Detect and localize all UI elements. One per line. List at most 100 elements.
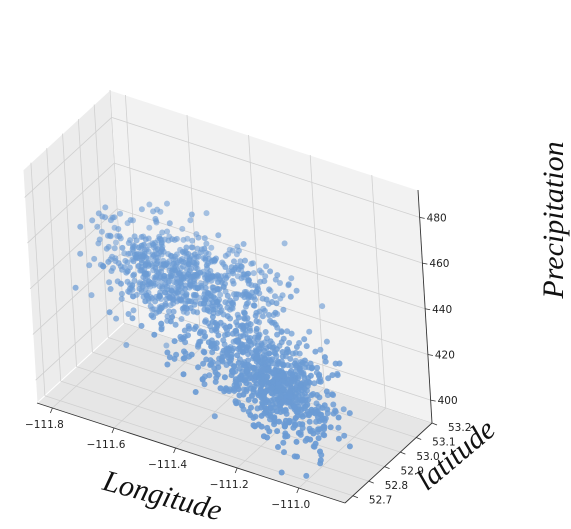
data-point (248, 404, 254, 411)
data-point (168, 287, 175, 294)
data-point (96, 236, 103, 243)
y-tick-label: 53.0 (416, 451, 439, 463)
data-point (241, 362, 248, 369)
data-point (77, 223, 84, 230)
data-point (293, 344, 300, 350)
data-point (150, 208, 157, 215)
data-point (178, 316, 185, 322)
data-point (182, 285, 188, 292)
data-point (162, 281, 169, 288)
y-grid-floor (44, 395, 354, 497)
data-point (125, 311, 132, 317)
data-point (267, 338, 274, 345)
data-point (105, 243, 112, 250)
y-grid-floor (92, 351, 401, 453)
data-point (278, 339, 285, 346)
data-point (202, 318, 209, 325)
data-point (258, 404, 265, 411)
data-point (166, 220, 173, 227)
data-point (174, 275, 180, 282)
data-point (244, 368, 251, 374)
y-tick-mark (352, 495, 359, 499)
data-point (287, 355, 294, 362)
data-point (277, 394, 284, 401)
data-point (314, 364, 321, 371)
data-point (274, 428, 281, 435)
data-point (127, 237, 134, 244)
x-tick-mark (296, 487, 300, 494)
data-point (229, 247, 236, 254)
data-point (170, 308, 177, 315)
data-point (235, 314, 242, 321)
data-point (106, 279, 113, 286)
data-point (156, 308, 163, 315)
data-point (148, 312, 155, 319)
data-point (274, 272, 281, 279)
data-point (334, 372, 341, 379)
data-point (217, 319, 224, 326)
data-point (279, 372, 286, 379)
data-point (235, 346, 242, 352)
data-point (106, 309, 113, 316)
data-point (203, 210, 210, 217)
data-point (129, 293, 136, 300)
data-point (242, 374, 249, 381)
data-point (261, 307, 268, 314)
data-point (260, 366, 267, 373)
z-tick-mark (427, 354, 433, 356)
data-point (131, 277, 138, 284)
data-point (317, 378, 324, 385)
data-point (254, 353, 261, 360)
data-point (158, 326, 165, 333)
data-point (235, 360, 242, 366)
y-tick-label: 52.7 (369, 495, 392, 507)
data-point (156, 283, 163, 290)
data-point (229, 367, 236, 374)
data-point (188, 298, 195, 305)
data-point (280, 306, 287, 313)
data-point (284, 346, 291, 353)
data-point (215, 279, 221, 286)
z-tick-mark (425, 308, 431, 311)
data-point (207, 362, 214, 368)
data-point (174, 289, 180, 296)
data-point (240, 241, 247, 247)
data-point (340, 406, 347, 413)
data-point (220, 337, 227, 344)
x-tick-mark (234, 467, 238, 474)
data-point (152, 264, 159, 271)
data-point (197, 269, 204, 276)
data-point (335, 435, 342, 442)
data-point (107, 233, 114, 240)
data-point (222, 252, 229, 259)
data-point (117, 210, 124, 217)
data-point (298, 387, 305, 394)
z-grid-back (111, 117, 420, 218)
data-point (215, 332, 222, 339)
data-point (151, 331, 158, 338)
data-point (274, 331, 281, 338)
data-point (89, 217, 96, 224)
data-point (276, 418, 282, 425)
data-point (346, 443, 353, 450)
data-point (286, 388, 293, 395)
y-tick-label: 52.9 (401, 466, 424, 478)
data-point (109, 253, 116, 260)
data-point (164, 361, 171, 368)
data-point (305, 412, 312, 419)
data-point (299, 421, 306, 428)
data-point (185, 261, 192, 268)
data-point (266, 343, 273, 350)
data-point (253, 325, 260, 332)
data-point (315, 435, 322, 442)
data-point (243, 300, 250, 307)
data-point (142, 298, 149, 305)
z-axis-line (417, 189, 433, 424)
data-point (173, 251, 180, 258)
data-point (247, 335, 253, 341)
data-point (293, 390, 300, 397)
data-point (274, 358, 281, 365)
data-point (286, 339, 293, 346)
data-point (164, 200, 170, 207)
data-point (271, 418, 278, 425)
